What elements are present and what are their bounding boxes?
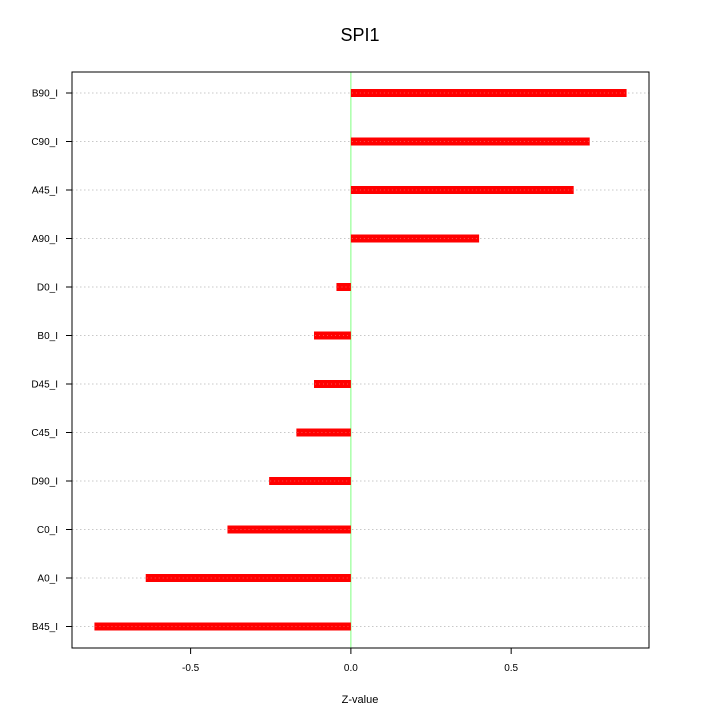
x-tick-label: 0.0	[344, 663, 358, 674]
bars	[94, 89, 627, 631]
bar	[350, 186, 574, 194]
y-tick-label: B45_I	[32, 622, 58, 633]
y-tick-label: C90_I	[31, 137, 58, 148]
y-tick-label: B90_I	[32, 89, 58, 100]
bar	[314, 380, 351, 388]
bar	[269, 477, 351, 485]
x-axis: -0.5 0.0 0.5	[182, 648, 519, 674]
y-axis: B90_I C90_I A45_I A90_I D0_I B0_I D45_I C45_I D9…	[31, 89, 72, 633]
y-tick-label: A90_I	[32, 234, 58, 245]
bar	[350, 234, 480, 243]
chart-title: SPI1	[340, 25, 379, 45]
bar	[94, 622, 351, 631]
plot-frame	[71, 71, 650, 649]
bar	[336, 283, 351, 291]
x-axis-label: Z-value	[342, 694, 379, 706]
x-tick-label: -0.5	[182, 663, 200, 674]
y-tick-label: C45_I	[31, 428, 58, 439]
bar	[145, 574, 351, 582]
y-tick-label: D45_I	[31, 380, 58, 391]
grid-lines	[72, 92, 649, 627]
y-tick-label: A45_I	[32, 186, 58, 197]
bar	[314, 331, 351, 340]
y-tick-label: C0_I	[37, 525, 58, 536]
x-tick-label: 0.5	[504, 663, 518, 674]
bar	[350, 137, 590, 146]
y-tick-label: D90_I	[31, 477, 58, 488]
y-tick-label: D0_I	[37, 283, 58, 294]
y-tick-label: A0_I	[37, 574, 58, 585]
bar	[296, 428, 351, 437]
y-tick-label: B0_I	[37, 331, 58, 342]
